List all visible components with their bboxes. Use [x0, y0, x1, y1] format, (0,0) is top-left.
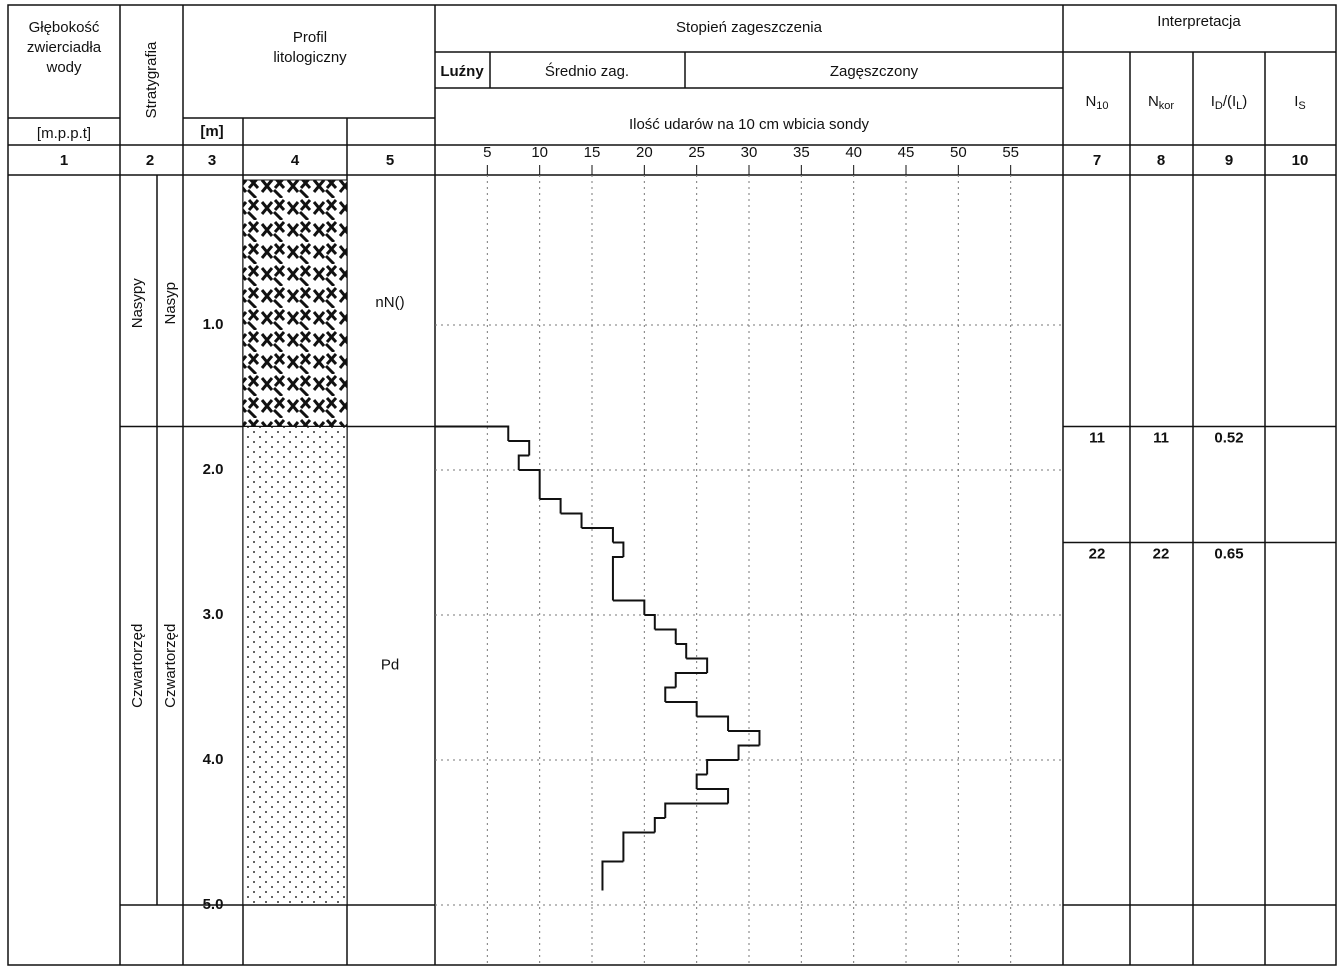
x-tick-label: 50 [950, 144, 967, 161]
x-tick-label: 10 [531, 144, 548, 161]
blow-count-step [613, 601, 644, 616]
blow-count-step [644, 615, 654, 630]
x-tick-label: 35 [793, 144, 810, 161]
stratigraphy: Nasypy [129, 278, 146, 329]
stratigraphy: Czwartorzęd [129, 624, 146, 708]
header: litologiczny [273, 49, 347, 66]
header-part: ) [1242, 93, 1247, 110]
blow-count-step [519, 470, 540, 485]
blow-count-step [561, 514, 582, 529]
x-tick-label: 40 [845, 144, 862, 161]
body: {"headers":{"col1":["Głębokość","zwierci… [0, 0, 1344, 974]
header: zwierciadła [27, 39, 102, 56]
header-part: D [1215, 100, 1223, 112]
blow-count-step [686, 659, 707, 674]
blow-count-step [602, 862, 623, 877]
lithology [243, 180, 347, 427]
blow-count-step [613, 543, 623, 558]
x-tick-label: 20 [636, 144, 653, 161]
header: Profil [293, 29, 327, 46]
column-number: 1 [60, 152, 68, 169]
column-number: 9 [1225, 152, 1233, 169]
column-number: 2 [146, 152, 154, 169]
column-header: N10 [1085, 93, 1108, 112]
n10: 11 [1089, 429, 1105, 446]
header: Głębokość [29, 19, 100, 36]
blow-count-step [508, 441, 529, 456]
stratigraphy: Nasyp [162, 282, 179, 325]
depth-label: 4.0 [203, 751, 224, 768]
depth-label: 1.0 [203, 316, 224, 333]
blow-count-step [697, 775, 707, 790]
column-header: ID/(IL) [1211, 93, 1248, 112]
unit: [m] [200, 123, 223, 140]
header-part: N [1148, 93, 1159, 110]
x-tick-label: 25 [688, 144, 705, 161]
table-frame [8, 5, 1336, 965]
blow-count-step [665, 688, 675, 703]
header-part: kor [1159, 100, 1175, 112]
header: Luźny [440, 63, 484, 80]
header-part: S [1298, 100, 1305, 112]
x-tick-label: 5 [483, 144, 491, 161]
column-header: IS [1294, 93, 1306, 112]
nkor: 22 [1153, 545, 1170, 562]
id: 0.65 [1214, 545, 1243, 562]
blow-count-step [540, 499, 561, 514]
blow-count-step [665, 702, 696, 717]
layer-symbol: Pd [381, 657, 399, 674]
depth-label: 3.0 [203, 606, 224, 623]
column-number: 5 [386, 152, 394, 169]
stratigraphy: Czwartorzęd [162, 624, 179, 708]
header: wody [45, 59, 82, 76]
blow-count-step [623, 833, 654, 848]
x-tick-label: 45 [898, 144, 915, 161]
header-part: /(I [1223, 93, 1236, 110]
x-tick-label: 55 [1002, 144, 1019, 161]
header: Zagęszczony [830, 63, 919, 80]
column-number: 3 [208, 152, 216, 169]
unit: [m.p.p.t] [37, 125, 91, 142]
blow-count-step [707, 760, 738, 775]
probe-log: Głębokość zwierciadła wody [m.p.p.t] Str… [0, 0, 1344, 974]
column-header: Nkor [1148, 93, 1174, 112]
depth-label: 2.0 [203, 461, 224, 478]
blow-count-step [676, 673, 707, 688]
id: 0.52 [1214, 429, 1243, 446]
blow-count-step [435, 427, 508, 442]
blow-count-step [613, 557, 623, 572]
header: Interpretacja [1157, 13, 1241, 30]
blow-count-step [676, 644, 686, 659]
column-number: 7 [1093, 152, 1101, 169]
header: Stopień zageszczenia [676, 19, 823, 36]
x-tick-label: 30 [741, 144, 758, 161]
axis-label: Ilość udarów na 10 cm wbicia sondy [629, 116, 870, 133]
header: Średnio zag. [545, 62, 629, 80]
blow-count-step [655, 630, 676, 645]
n10: 22 [1089, 545, 1106, 562]
blow-count-step [582, 528, 613, 543]
blow-count-step [728, 731, 759, 746]
lithology [243, 427, 347, 906]
blow-count-step [697, 717, 728, 732]
column-number: 8 [1157, 152, 1165, 169]
nkor: 11 [1153, 429, 1169, 446]
x-tick-label: 15 [584, 144, 601, 161]
header-part: N [1085, 93, 1096, 110]
blow-count-step [655, 818, 665, 833]
page: Sondowanie html,body{margin:0;padding:0;… [0, 0, 1344, 974]
layer-symbol: nN() [375, 294, 404, 311]
column-number: 10 [1292, 152, 1309, 169]
header: Stratygrafia [143, 41, 160, 118]
header-part: 10 [1096, 100, 1108, 112]
depth-label: 5.0 [203, 896, 224, 913]
column-number: 4 [291, 152, 300, 169]
blow-count-step [697, 789, 728, 804]
blow-count-step [519, 456, 529, 471]
